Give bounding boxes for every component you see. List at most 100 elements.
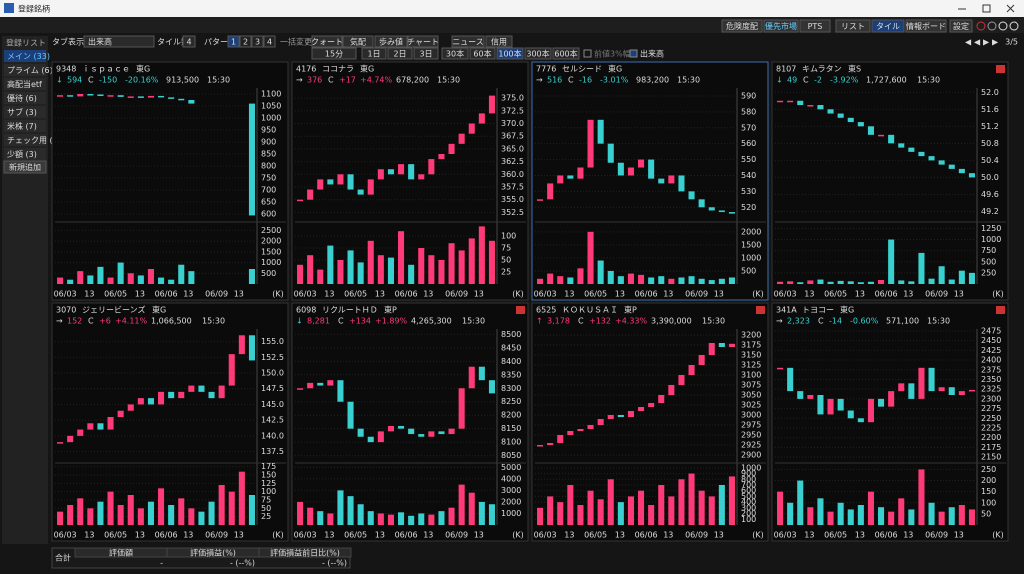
- span-button[interactable]: [387, 47, 413, 60]
- toolbar-button-label[interactable]: PTS: [808, 22, 823, 31]
- tile-count-label[interactable]: 4: [186, 38, 191, 47]
- toolbar-button[interactable]: [763, 19, 799, 33]
- toolbar-button[interactable]: [905, 19, 947, 33]
- stock-tile[interactable]: 6098 リクルートＨＤ 東P ↓ 8,281 C +134 +1.89% 4,265,300 1…: [291, 302, 529, 542]
- page-nav[interactable]: ▶: [983, 38, 990, 47]
- alert-icon[interactable]: [516, 306, 525, 314]
- stock-tile[interactable]: 9348 ｉｓｐａｃｅ 東G ↓ 594 C -150 -20.16% 913,500 15:30…: [51, 61, 289, 301]
- interval-select[interactable]: [311, 47, 357, 60]
- stock-tile[interactable]: 4176 ココナラ 東G → 376 C +17 +4.74% 678,200 15:30 352.…: [291, 61, 529, 301]
- list-item-label[interactable]: チェック用 (: [7, 136, 53, 145]
- list-item[interactable]: [4, 148, 46, 160]
- view-button[interactable]: [485, 35, 513, 48]
- list-item[interactable]: [4, 106, 46, 118]
- toolbar-button-label[interactable]: タイル: [876, 22, 900, 31]
- stock-tile[interactable]: 7776 セルシード 東G → 516 C -16 -3.01% 983,200 15:30 520…: [531, 61, 769, 301]
- list-item[interactable]: [4, 92, 46, 104]
- list-item-label[interactable]: プライム (6): [7, 66, 53, 75]
- span-button[interactable]: [413, 47, 439, 60]
- span-button-label[interactable]: 30本: [446, 49, 464, 59]
- view-button[interactable]: [407, 35, 439, 48]
- span-button[interactable]: [361, 47, 387, 60]
- stock-tile[interactable]: 8107 キムラタン 東S ↓ 49 C -2 -3.92% 1,727,600 15:30 49.…: [771, 61, 1009, 301]
- list-item[interactable]: [4, 50, 46, 62]
- stock-tile[interactable]: 341A トヨコー 東G → 2,323 C -14 -0.60% 571,100 15:30 21…: [771, 302, 1009, 542]
- span-button-label[interactable]: 300本: [526, 49, 549, 59]
- list-item-label[interactable]: サブ (3): [7, 107, 37, 117]
- view-button-label[interactable]: クォート: [311, 38, 343, 47]
- toolbar-icon[interactable]: [1009, 21, 1019, 31]
- view-button-label[interactable]: 信用: [491, 37, 507, 47]
- toolbar-button-label[interactable]: 情報ボード: [906, 21, 946, 31]
- close[interactable]: [1006, 4, 1015, 13]
- stock-tile[interactable]: 3070 ジェリービーンズ 東G → 152 C +6 +4.11% 1,066,500 15:3…: [51, 302, 289, 542]
- add-list[interactable]: [3, 160, 47, 174]
- alert-icon[interactable]: [756, 306, 765, 314]
- toolbar-button[interactable]: [835, 19, 871, 33]
- checkbox-label[interactable]: 前値3%幅: [594, 49, 631, 59]
- span-button[interactable]: [441, 47, 469, 60]
- tile-frame[interactable]: [291, 302, 529, 542]
- list-item-label[interactable]: メイン (33): [7, 52, 50, 61]
- pattern-button-label[interactable]: 4: [267, 38, 272, 47]
- list-item-label[interactable]: 米株 (7): [7, 121, 37, 131]
- span-button-label[interactable]: 2日: [393, 50, 406, 59]
- view-button[interactable]: [311, 35, 343, 48]
- tile-frame[interactable]: [51, 302, 289, 542]
- alert-icon[interactable]: [996, 65, 1005, 73]
- pattern-button-label[interactable]: 1: [231, 38, 236, 47]
- alert-icon[interactable]: [996, 306, 1005, 314]
- pattern-button[interactable]: [239, 35, 252, 48]
- toolbar-button-label[interactable]: 危険度配: [726, 21, 758, 31]
- span-button[interactable]: [496, 47, 524, 60]
- tile-frame[interactable]: [51, 61, 289, 301]
- span-button-label[interactable]: 3日: [419, 50, 432, 59]
- page-nav[interactable]: ▶: [992, 38, 999, 47]
- list-item[interactable]: [4, 64, 46, 76]
- list-item-label[interactable]: 高配当etf: [7, 79, 42, 89]
- span-button-label[interactable]: 60本: [473, 49, 491, 59]
- span-button[interactable]: [469, 47, 496, 60]
- checkbox[interactable]: [583, 49, 592, 58]
- page-nav[interactable]: ◀: [965, 38, 972, 47]
- toolbar-icon[interactable]: [987, 21, 997, 31]
- pattern-button[interactable]: [251, 35, 264, 48]
- toolbar-icon[interactable]: [976, 21, 986, 31]
- list-item[interactable]: [4, 134, 46, 146]
- toolbar-button-label[interactable]: 優先市場: [765, 21, 797, 31]
- maximize[interactable]: [982, 4, 991, 13]
- view-button[interactable]: [374, 35, 408, 48]
- list-item-label[interactable]: 優待 (6): [7, 93, 37, 103]
- tile-frame[interactable]: [531, 61, 769, 301]
- pattern-button-label[interactable]: 2: [243, 38, 248, 47]
- view-button-label[interactable]: 歩み値: [379, 37, 403, 47]
- view-button[interactable]: [342, 35, 374, 48]
- pattern-button[interactable]: [227, 35, 240, 48]
- page-nav[interactable]: ◀: [974, 38, 981, 47]
- tile-frame[interactable]: [771, 302, 1009, 542]
- tile-count[interactable]: [182, 35, 196, 48]
- view-button-label[interactable]: 気配: [350, 37, 366, 47]
- stock-tile[interactable]: 6525 ＫＯＫＵＳＡＩ 東P ↑ 3,178 C +132 +4.33% 3,390,000 1…: [531, 302, 769, 542]
- toolbar-button[interactable]: [949, 19, 973, 33]
- list-item[interactable]: [4, 78, 46, 90]
- sort-value[interactable]: 出来高: [88, 37, 112, 47]
- pattern-button[interactable]: [263, 35, 276, 48]
- window-controls[interactable]: [958, 4, 1015, 13]
- sort-select[interactable]: [83, 35, 155, 48]
- view-button-label[interactable]: チャート: [407, 38, 439, 47]
- toolbar-button-label[interactable]: 設定: [953, 21, 969, 31]
- add-list-label[interactable]: 新規追加: [9, 162, 41, 172]
- toolbar-button[interactable]: [799, 19, 831, 33]
- span-button-label[interactable]: 1日: [367, 50, 380, 59]
- interval-select-label[interactable]: 15分: [325, 50, 343, 59]
- checkbox-label[interactable]: 出来高: [640, 49, 664, 59]
- span-button-label[interactable]: 600本: [554, 49, 577, 59]
- toolbar-button[interactable]: [871, 19, 905, 33]
- span-button[interactable]: [524, 47, 552, 60]
- pattern-button-label[interactable]: 3: [255, 38, 260, 47]
- toolbar-icon[interactable]: [998, 21, 1008, 31]
- view-button[interactable]: [451, 35, 485, 48]
- view-button-label[interactable]: ニュース: [452, 38, 484, 47]
- list-item[interactable]: [4, 120, 46, 132]
